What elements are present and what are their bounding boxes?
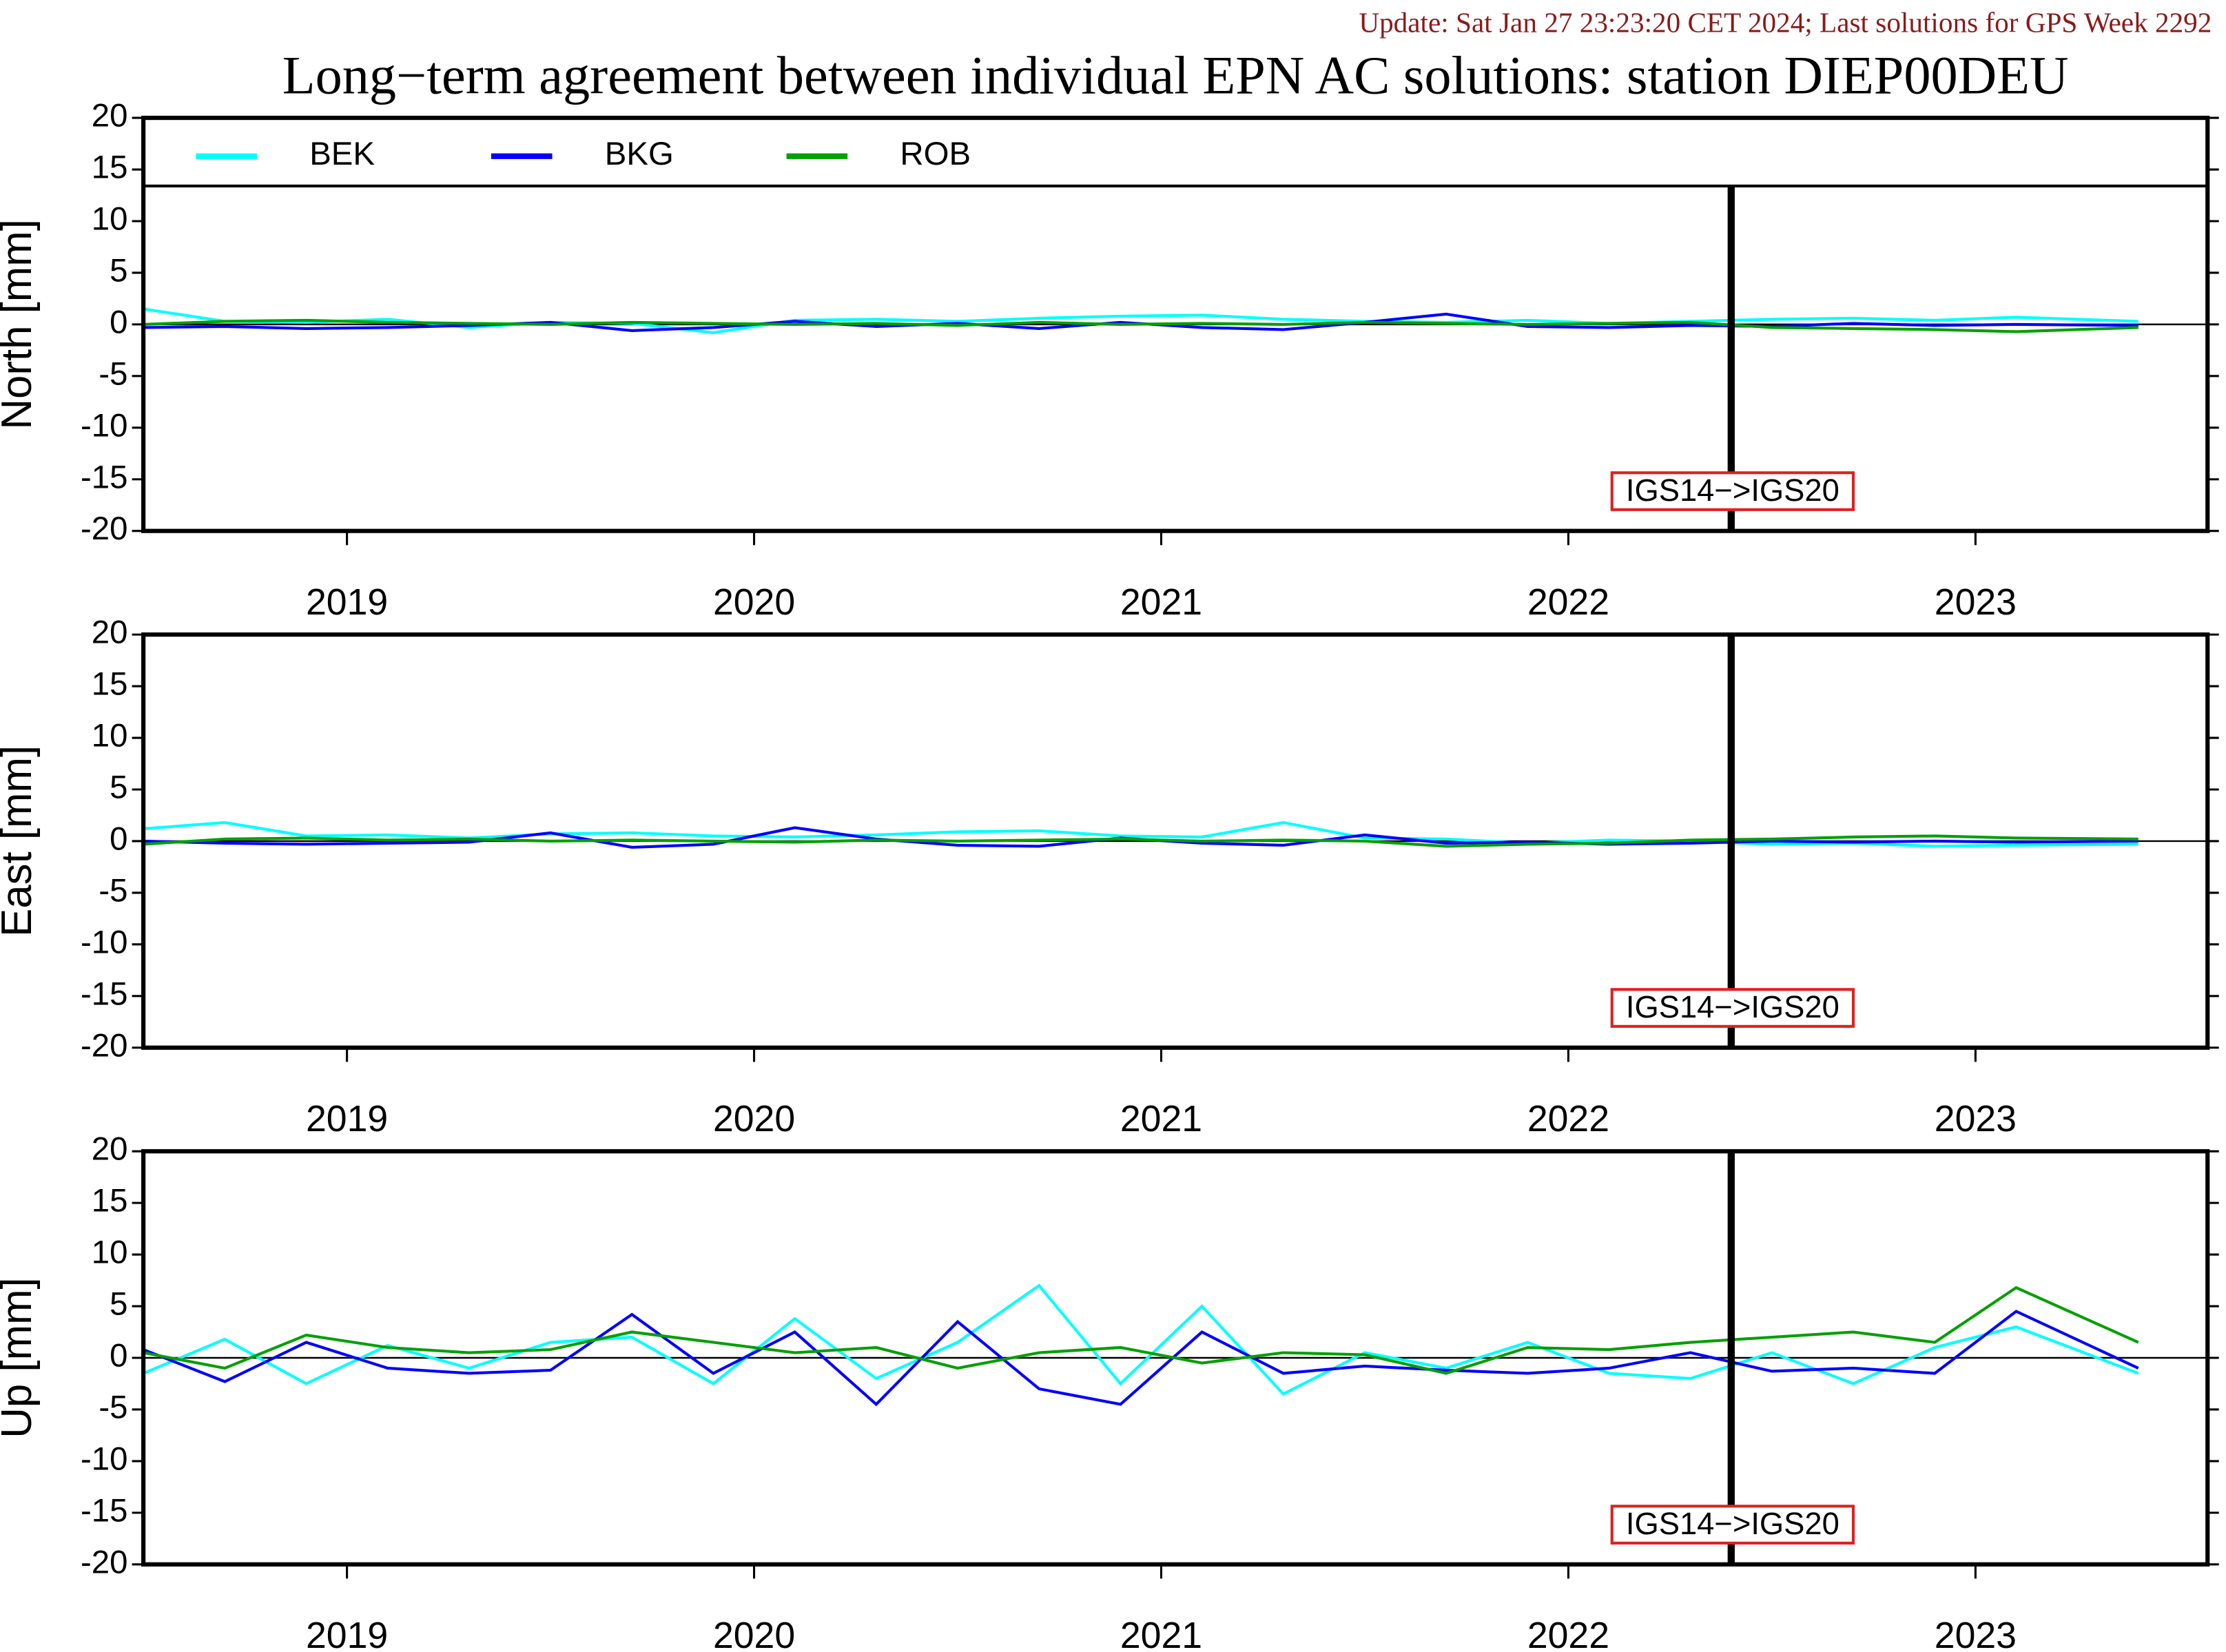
x-tick-label: 2020 bbox=[713, 582, 795, 623]
series-line bbox=[143, 1283, 2139, 1396]
y-axis-label: North [mm] bbox=[0, 219, 41, 430]
x-tick-label: 2021 bbox=[1120, 1615, 1202, 1652]
y-tick-label: -5 bbox=[99, 355, 127, 392]
y-tick-label: -5 bbox=[99, 872, 127, 909]
series-line bbox=[143, 307, 2139, 334]
y-tick-label: -10 bbox=[81, 407, 127, 444]
event-label: IGS14−>IGS20 bbox=[1626, 1506, 1839, 1541]
x-tick-label: 2022 bbox=[1527, 1615, 1609, 1652]
x-tick-label: 2022 bbox=[1527, 1099, 1609, 1139]
legend-box bbox=[142, 116, 2209, 188]
event-label-box bbox=[1610, 471, 1855, 511]
x-tick-label: 2023 bbox=[1935, 1099, 2017, 1139]
y-tick-label: 10 bbox=[92, 1235, 128, 1271]
series-line bbox=[143, 834, 2139, 848]
event-label-box bbox=[1610, 1505, 1855, 1545]
x-tick-label: 2023 bbox=[1935, 1615, 2017, 1652]
y-tick-label: 15 bbox=[92, 149, 128, 186]
update-note: Update: Sat Jan 27 23:23:20 CET 2024; La… bbox=[1359, 7, 2212, 39]
x-tick-label: 2021 bbox=[1120, 582, 1202, 623]
series-line bbox=[143, 1286, 2139, 1375]
x-tick-label: 2023 bbox=[1935, 582, 2017, 623]
y-tick-label: -20 bbox=[81, 510, 127, 547]
y-tick-label: 0 bbox=[110, 304, 127, 340]
y-axis-label: East [mm] bbox=[0, 745, 41, 937]
series-line bbox=[143, 318, 2139, 333]
y-tick-label: 0 bbox=[110, 820, 127, 857]
x-tick-label: 2020 bbox=[713, 1615, 795, 1652]
y-tick-label: 20 bbox=[92, 615, 128, 651]
x-tick-label: 2019 bbox=[306, 1099, 388, 1139]
y-tick-label: 15 bbox=[92, 666, 128, 703]
y-tick-label: -20 bbox=[81, 1544, 127, 1580]
event-label-box bbox=[1610, 988, 1855, 1028]
y-tick-label: 0 bbox=[110, 1338, 127, 1374]
y-tick-label: 15 bbox=[92, 1183, 128, 1219]
y-tick-label: 20 bbox=[92, 98, 128, 134]
y-tick-label: -5 bbox=[99, 1389, 127, 1425]
x-tick-label: 2020 bbox=[713, 1099, 795, 1139]
y-tick-label: 20 bbox=[92, 1131, 128, 1168]
x-tick-label: 2021 bbox=[1120, 1099, 1202, 1139]
series-line bbox=[143, 1310, 2139, 1407]
event-label: IGS14−>IGS20 bbox=[1626, 473, 1839, 508]
y-tick-label: -10 bbox=[81, 1441, 127, 1477]
y-tick-label: 10 bbox=[92, 200, 128, 237]
y-tick-label: 5 bbox=[110, 252, 127, 289]
legend-label: BKG bbox=[605, 136, 674, 172]
x-tick-label: 2022 bbox=[1527, 582, 1609, 623]
y-tick-label: -10 bbox=[81, 924, 127, 960]
y-tick-label: 5 bbox=[110, 770, 127, 806]
y-tick-label: 10 bbox=[92, 718, 128, 754]
plot-frame bbox=[141, 1149, 2210, 1567]
x-tick-label: 2019 bbox=[306, 582, 388, 623]
y-tick-label: -15 bbox=[81, 459, 127, 495]
y-tick-label: 5 bbox=[110, 1286, 127, 1323]
event-label: IGS14−>IGS20 bbox=[1626, 989, 1839, 1024]
y-tick-label: -15 bbox=[81, 1492, 127, 1529]
x-tick-label: 2019 bbox=[306, 1615, 388, 1652]
chart-title: Long−term agreement between individual E… bbox=[282, 45, 2069, 105]
y-axis-label: Up [mm] bbox=[0, 1277, 41, 1438]
legend-label: BEK bbox=[309, 136, 375, 172]
plot-frame bbox=[141, 632, 2210, 1050]
plot-frame bbox=[141, 115, 2210, 533]
legend-label: ROB bbox=[900, 136, 971, 172]
y-tick-label: -15 bbox=[81, 975, 127, 1012]
y-tick-label: -20 bbox=[81, 1027, 127, 1064]
